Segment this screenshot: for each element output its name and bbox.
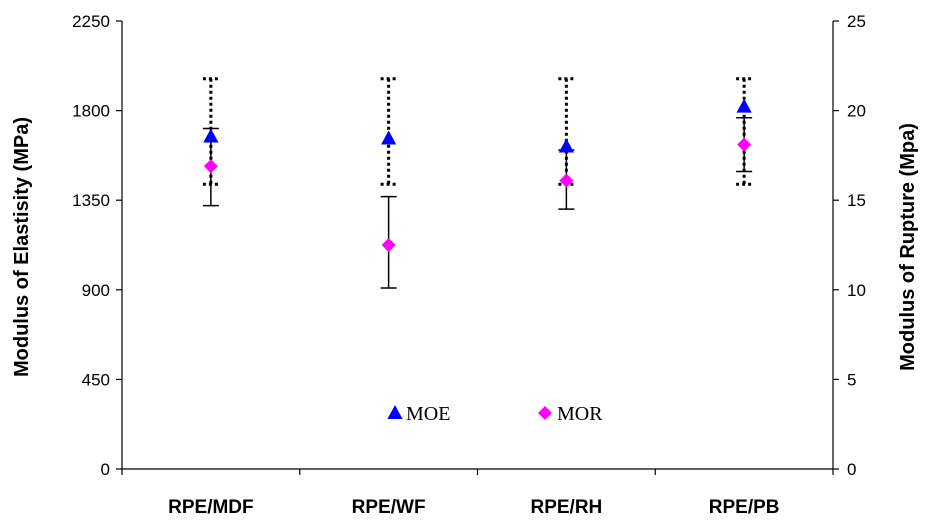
right-axis-ticks: 0 5 10 15 20 25 [833,12,866,479]
mor-point [381,238,396,252]
right-tick-label: 25 [847,12,866,31]
moe-point [558,138,574,153]
axes [121,21,834,475]
legend-mor-marker [538,406,552,420]
error-bars [202,77,753,289]
left-tick-label: 900 [82,281,110,300]
left-tick-label: 450 [82,370,110,389]
moe-point [736,98,752,113]
moe-point [203,128,219,143]
category-label: RPE/MDF [168,497,254,518]
category-label: RPE/RH [530,497,602,518]
left-tick-label: 0 [101,460,110,479]
category-label: RPE/WF [352,497,426,518]
left-tick-label: 1350 [72,191,110,210]
right-tick-label: 20 [847,102,866,121]
legend-mor-label: MOR [557,403,603,425]
right-tick-label: 10 [847,281,866,300]
right-axis-title: Modulus of Rupture (Mpa) [897,123,919,371]
mor-point [559,173,574,188]
category-label: RPE/PB [709,497,780,518]
left-tick-label: 2250 [72,12,110,31]
moe-point [381,130,397,145]
right-tick-label: 5 [847,370,856,389]
category-labels: RPE/MDF RPE/WF RPE/RH RPE/PB [168,497,779,518]
legend: MOE MOR [387,403,603,425]
right-tick-label: 15 [847,191,866,210]
mor-point [203,159,218,174]
legend-moe-label: MOE [406,403,450,425]
left-axis-title: Modulus of Elastisity (MPa) [11,117,33,377]
left-axis-ticks: 0 450 900 1350 1800 2250 [72,12,122,479]
data-markers [203,98,752,252]
legend-moe-marker [387,405,403,419]
left-tick-label: 1800 [72,102,110,121]
right-tick-label: 0 [847,460,856,479]
mor-point [737,137,752,152]
